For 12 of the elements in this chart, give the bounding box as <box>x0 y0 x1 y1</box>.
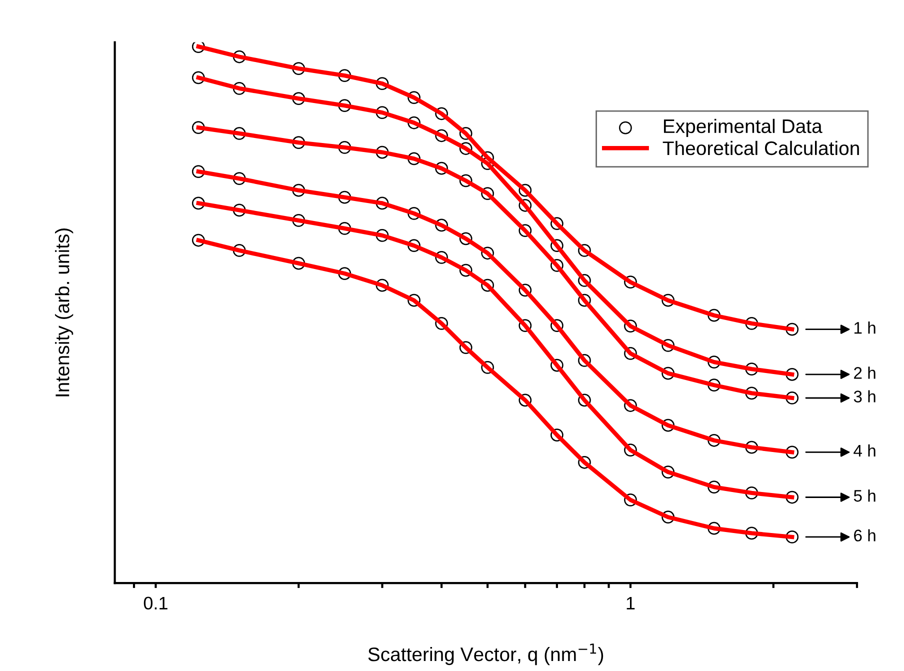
annotation: 3 h <box>854 390 876 402</box>
legend-label: Experimental Data <box>664 118 822 137</box>
annotation: 5 h <box>854 489 876 502</box>
annotation: 6 h <box>854 529 876 542</box>
legend-label: Theoretical Calculation <box>662 140 859 156</box>
x-tick-label: 1 <box>626 596 635 610</box>
annotation: 2 h <box>854 366 876 379</box>
y-axis-title: Intensity (arb. units) <box>55 228 74 396</box>
x-axis-title: Scattering Vector, q (nm$^{−1}$) <box>368 644 604 666</box>
x-tick-label: 0.1 <box>144 596 168 610</box>
annotation: 4 h <box>854 444 876 456</box>
annotation: 1 h <box>854 322 876 334</box>
